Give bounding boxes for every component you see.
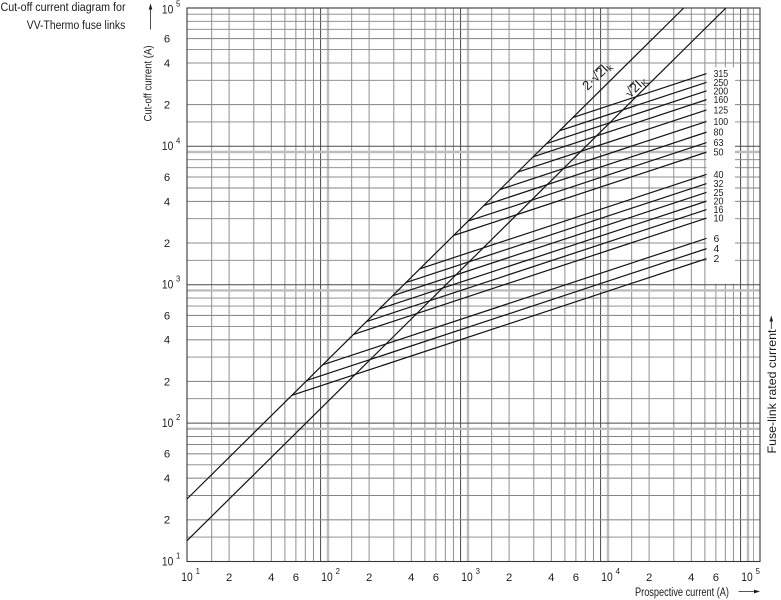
svg-text:2: 2 [164, 238, 170, 250]
svg-text:6: 6 [164, 310, 170, 322]
svg-text:2: 2 [164, 100, 170, 112]
svg-text:32: 32 [714, 179, 724, 190]
svg-text:5: 5 [176, 0, 181, 9]
svg-text:Fuse-link rated current: Fuse-link rated current [765, 329, 779, 454]
svg-text:3: 3 [176, 275, 180, 284]
svg-text:4: 4 [164, 58, 170, 70]
svg-text:Cut-off current diagram for: Cut-off current diagram for [1, 0, 126, 14]
svg-text:2: 2 [226, 572, 232, 584]
svg-text:VV-Thermo fuse links: VV-Thermo fuse links [27, 18, 126, 32]
svg-text:2: 2 [164, 515, 170, 527]
svg-text:2: 2 [336, 567, 340, 576]
svg-text:50: 50 [714, 148, 724, 159]
svg-text:4: 4 [714, 244, 720, 255]
svg-text:16: 16 [714, 205, 724, 216]
svg-text:6: 6 [433, 572, 439, 584]
svg-text:125: 125 [714, 106, 729, 117]
svg-text:2: 2 [176, 413, 180, 422]
svg-text:20: 20 [714, 197, 724, 208]
svg-text:100: 100 [714, 117, 729, 128]
svg-text:4: 4 [688, 572, 694, 584]
svg-text:4: 4 [164, 335, 170, 347]
svg-text:10: 10 [321, 572, 332, 584]
svg-text:4: 4 [176, 136, 181, 145]
svg-text:10: 10 [162, 418, 173, 430]
svg-text:2: 2 [714, 254, 720, 265]
svg-text:315: 315 [714, 69, 729, 80]
svg-text:Cut-off current (A): Cut-off current (A) [143, 45, 155, 121]
svg-text:4: 4 [616, 567, 621, 576]
svg-text:2: 2 [366, 572, 372, 584]
svg-text:6: 6 [293, 572, 299, 584]
svg-text:4: 4 [164, 473, 170, 485]
svg-text:4: 4 [164, 196, 170, 208]
svg-text:Prospective current (A): Prospective current (A) [635, 587, 729, 599]
svg-text:5: 5 [756, 567, 761, 576]
svg-text:10: 10 [162, 141, 173, 153]
svg-text:63: 63 [714, 138, 724, 149]
svg-text:10: 10 [181, 572, 192, 584]
svg-text:10: 10 [162, 556, 173, 568]
svg-text:250: 250 [714, 78, 729, 89]
svg-text:4: 4 [548, 572, 554, 584]
svg-text:1: 1 [176, 552, 180, 561]
svg-text:40: 40 [714, 170, 724, 181]
svg-text:6: 6 [714, 234, 720, 245]
svg-text:10: 10 [601, 572, 612, 584]
svg-text:2: 2 [164, 376, 170, 388]
svg-text:4: 4 [268, 572, 274, 584]
svg-text:25: 25 [714, 188, 724, 199]
svg-text:2: 2 [506, 572, 512, 584]
svg-text:10: 10 [741, 572, 752, 584]
svg-text:6: 6 [164, 34, 170, 46]
svg-text:10: 10 [162, 280, 173, 292]
svg-text:1: 1 [196, 567, 200, 576]
svg-text:3: 3 [476, 567, 480, 576]
svg-text:6: 6 [713, 572, 719, 584]
svg-text:4: 4 [408, 572, 414, 584]
svg-text:80: 80 [714, 128, 724, 139]
svg-text:6: 6 [164, 449, 170, 461]
svg-text:160: 160 [714, 95, 729, 106]
svg-text:10: 10 [714, 214, 724, 225]
svg-text:10: 10 [461, 572, 472, 584]
svg-text:6: 6 [573, 572, 579, 584]
svg-text:200: 200 [714, 86, 729, 97]
svg-text:2: 2 [646, 572, 652, 584]
svg-text:6: 6 [164, 172, 170, 184]
svg-text:10: 10 [162, 4, 173, 16]
